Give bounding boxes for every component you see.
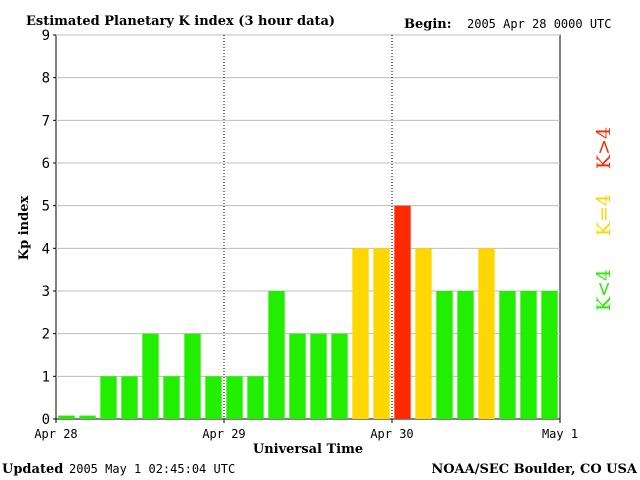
kp-bar: [331, 333, 348, 419]
y-tick-label: 9: [42, 28, 50, 44]
y-tick-label: 3: [42, 284, 50, 300]
x-axis-ticks: Apr 28 Apr 29 Apr 30 May 1: [34, 419, 578, 441]
gridlines: [56, 34, 560, 377]
kp-bar: [205, 376, 222, 419]
source-credit: NOAA/SEC Boulder, CO USA: [431, 462, 638, 477]
x-tick-label: Apr 29: [202, 427, 245, 441]
kp-bar: [289, 333, 306, 419]
y-tick-label: 4: [42, 241, 50, 257]
updated-label: Updated: [2, 462, 63, 477]
kp-bar: [436, 291, 453, 419]
y-axis-ticks: 0 1 2 3 4 5 6 7 8 9: [42, 28, 56, 428]
kp-bar: [457, 291, 474, 419]
y-tick-label: 7: [42, 113, 50, 129]
kp-bar: [79, 415, 96, 419]
kp-bar: [100, 376, 117, 419]
kp-bar: [163, 376, 180, 419]
begin-value: 2005 Apr 28 0000 UTC: [467, 17, 612, 31]
kp-bar: [373, 248, 390, 419]
y-tick-label: 6: [42, 156, 50, 172]
y-tick-label: 2: [42, 327, 50, 343]
kp-bar: [541, 291, 558, 419]
x-tick-label: May 1: [542, 427, 578, 441]
begin-label: Begin:: [404, 17, 452, 32]
bars: [58, 205, 558, 419]
day-separators: [223, 35, 393, 419]
updated-value: 2005 May 1 02:45:04 UTC: [69, 462, 235, 476]
y-tick-label: 5: [42, 199, 50, 215]
kp-bar: [121, 376, 138, 419]
y-tick-label: 8: [42, 71, 50, 87]
kp-bar: [142, 333, 159, 419]
kp-bar: [58, 415, 75, 419]
kp-bar: [415, 248, 432, 419]
y-tick-label: 0: [42, 412, 50, 428]
kp-bar: [520, 291, 537, 419]
legend-yellow: K=4: [593, 194, 615, 236]
x-axis-label: Universal Time: [253, 442, 363, 457]
kp-bar: [478, 248, 495, 419]
kp-bar: [394, 205, 411, 419]
x-tick-label: Apr 28: [34, 427, 77, 441]
kp-bar: [310, 333, 327, 419]
kp-bar: [499, 291, 516, 419]
y-tick-label: 1: [42, 369, 50, 385]
chart-title: Estimated Planetary K index (3 hour data…: [26, 14, 335, 29]
kp-bar: [226, 376, 243, 419]
kp-bar: [268, 291, 285, 419]
kp-bar: [184, 333, 201, 419]
x-tick-label: Apr 30: [370, 427, 413, 441]
y-axis-label: Kp index: [17, 196, 32, 261]
kp-bar: [352, 248, 369, 419]
legend-green: K<4: [593, 269, 615, 311]
kp-bar: [247, 376, 264, 419]
legend-red: K>4: [593, 127, 615, 169]
